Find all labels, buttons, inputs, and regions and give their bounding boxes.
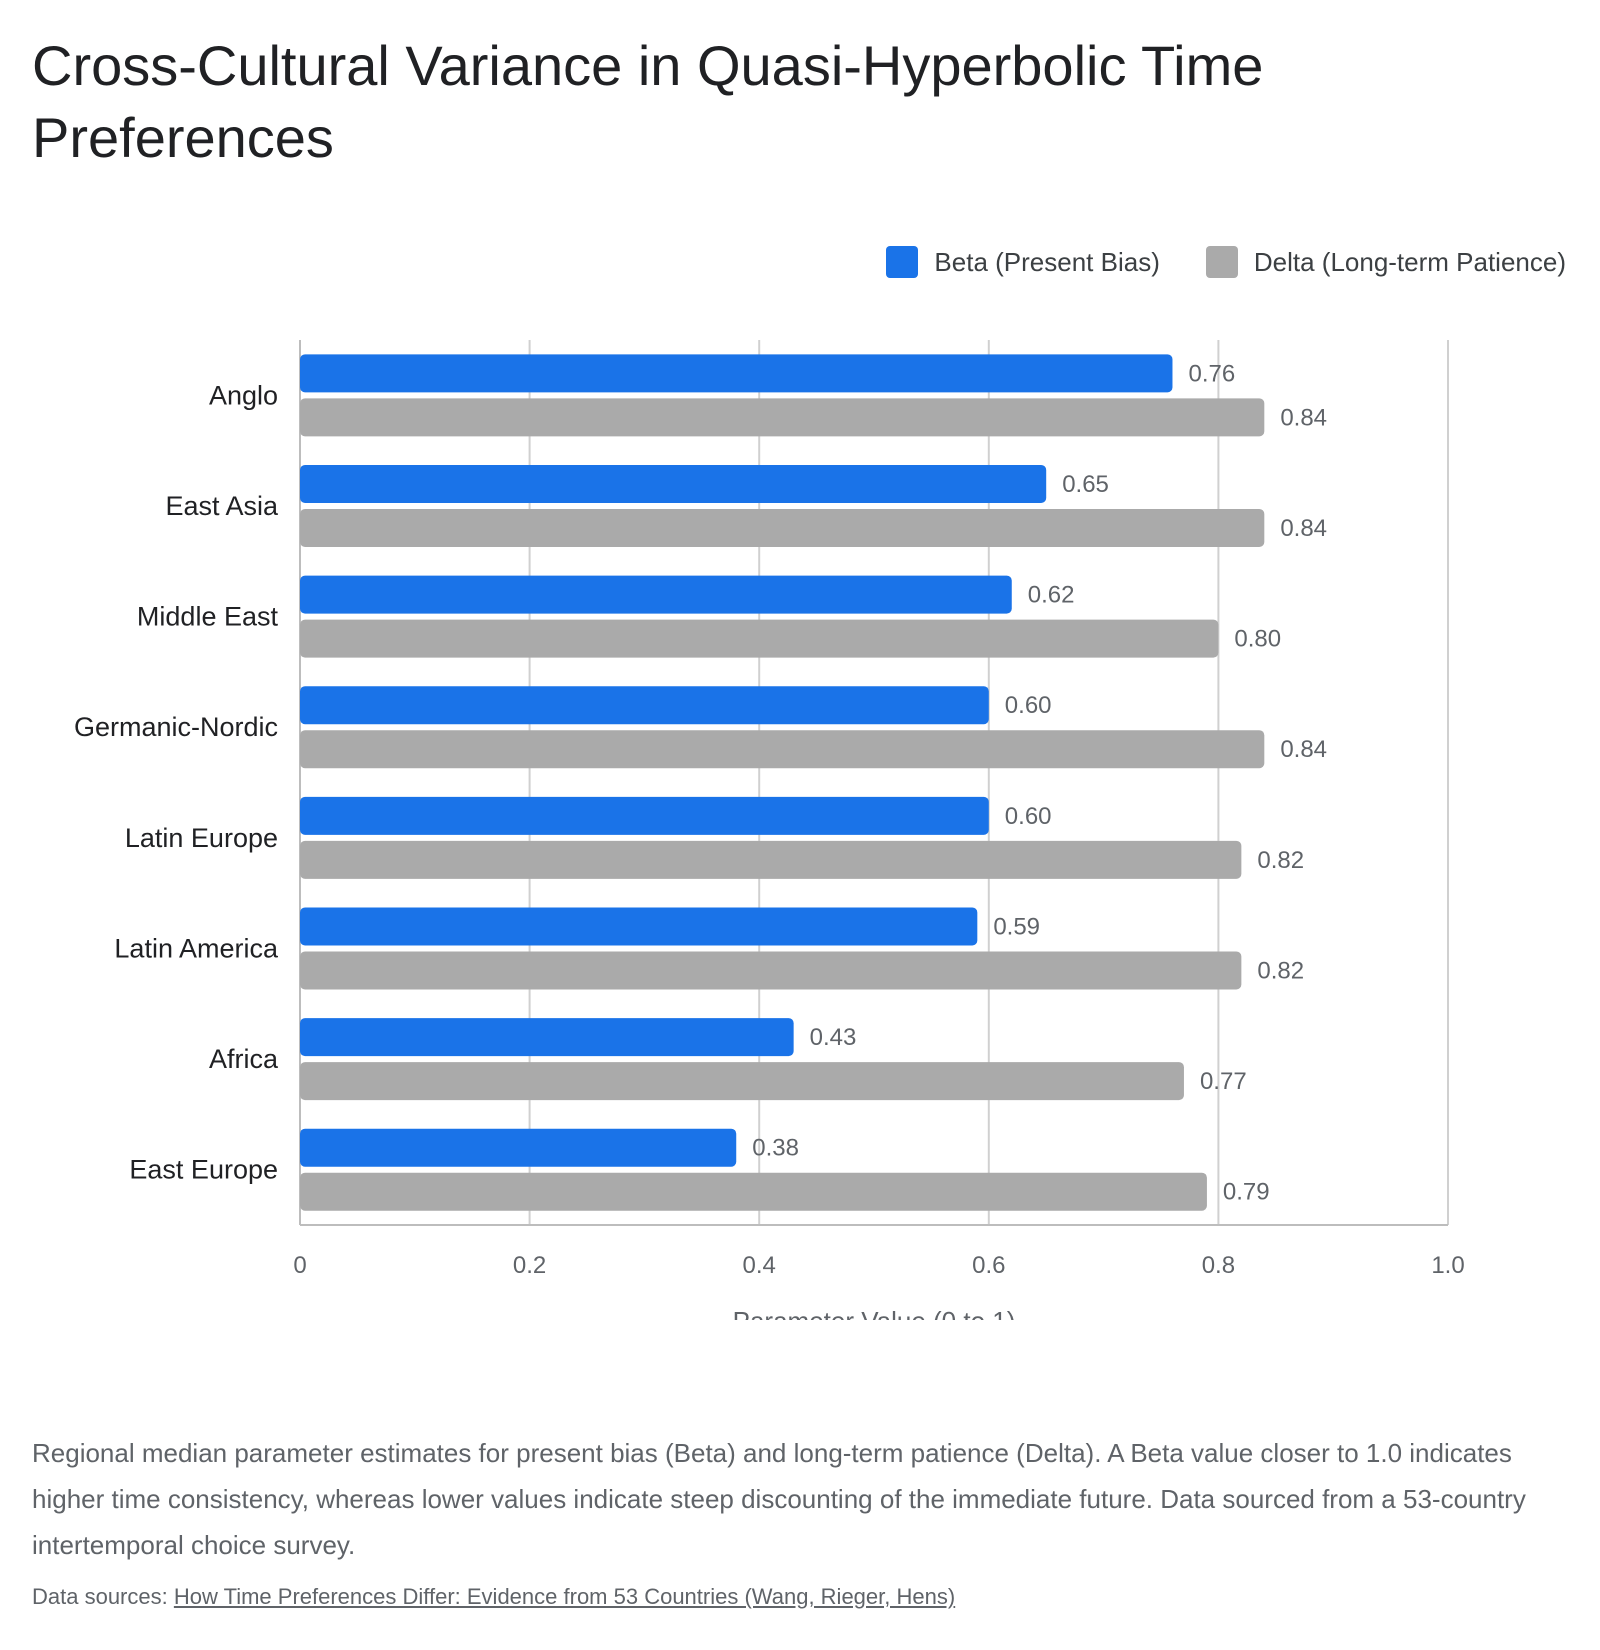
category-label: Middle East [137, 602, 279, 632]
bar-delta [300, 1172, 1207, 1211]
data-label-delta: 0.84 [1280, 736, 1327, 763]
x-tick-label: 0.4 [743, 1252, 776, 1279]
chart-legend: Beta (Present Bias) Delta (Long-term Pat… [840, 246, 1566, 278]
legend-label-beta: Beta (Present Bias) [934, 246, 1160, 277]
bar-chart: 0 0.2 0.4 0.6 0.8 1.0 Parameter Value (0 to 1)… [74, 340, 1465, 1320]
data-label-delta: 0.82 [1257, 957, 1304, 984]
bar-beta [300, 686, 989, 725]
x-tick-label: 0.2 [513, 1252, 546, 1279]
bar-delta [300, 730, 1265, 769]
data-label-beta: 0.62 [1028, 582, 1075, 609]
chart-description: Regional median parameter estimates for … [32, 1438, 1526, 1560]
bar-delta [300, 951, 1242, 990]
legend-item-beta[interactable]: Beta (Present Bias) [886, 246, 1160, 278]
legend-label-delta: Delta (Long-term Patience) [1253, 246, 1566, 277]
data-label-beta: 0.38 [752, 1135, 799, 1162]
data-label-delta: 0.80 [1234, 626, 1281, 653]
category-label: Africa [209, 1044, 279, 1074]
chart-title: Cross-Cultural Variance in Quasi-Hyperbo… [32, 34, 1264, 169]
bar-delta [300, 840, 1242, 879]
data-label-delta: 0.84 [1280, 404, 1327, 431]
category-label: Anglo [209, 380, 278, 410]
data-label-delta: 0.82 [1257, 847, 1304, 874]
bar-beta [300, 796, 989, 835]
bar-beta [300, 354, 1173, 393]
sources-label: Data sources: [32, 1584, 168, 1609]
x-axis-title: Parameter Value (0 to 1) [733, 1306, 1016, 1320]
bar-beta [300, 907, 978, 946]
data-label-delta: 0.77 [1200, 1068, 1247, 1095]
data-label-beta: 0.43 [810, 1024, 857, 1051]
bar-delta [300, 508, 1265, 547]
data-label-delta: 0.84 [1280, 515, 1327, 542]
x-tick-label: 0.8 [1202, 1252, 1235, 1279]
data-label-beta: 0.65 [1062, 471, 1109, 498]
legend-swatch-delta [1205, 246, 1238, 278]
bar-delta [300, 619, 1219, 658]
category-label: Latin Europe [125, 823, 278, 853]
data-sources: Data sources: How Time Preferences Diffe… [32, 1584, 955, 1610]
bar-beta [300, 1128, 737, 1167]
x-tick-label: 0.6 [972, 1252, 1005, 1279]
legend-swatch-beta [886, 246, 919, 278]
legend-item-delta[interactable]: Delta (Long-term Patience) [1205, 246, 1566, 278]
bar-delta [300, 398, 1265, 437]
x-tick-label: 0 [293, 1252, 306, 1279]
category-label: Germanic-Nordic [74, 712, 278, 742]
data-label-beta: 0.60 [1005, 692, 1052, 719]
x-tick-label: 1.0 [1431, 1252, 1464, 1279]
bar-beta [300, 575, 1012, 614]
bar-delta [300, 1062, 1184, 1101]
data-label-delta: 0.79 [1223, 1179, 1270, 1206]
category-label: Latin America [114, 933, 279, 963]
sources-link[interactable]: How Time Preferences Differ: Evidence fr… [173, 1584, 956, 1609]
category-label: East Asia [165, 491, 279, 521]
bar-beta [300, 464, 1047, 503]
data-label-beta: 0.59 [993, 913, 1040, 940]
data-label-beta: 0.76 [1188, 360, 1235, 387]
data-label-beta: 0.60 [1005, 803, 1052, 830]
category-label: East Europe [129, 1155, 278, 1185]
bar-beta [300, 1018, 794, 1057]
